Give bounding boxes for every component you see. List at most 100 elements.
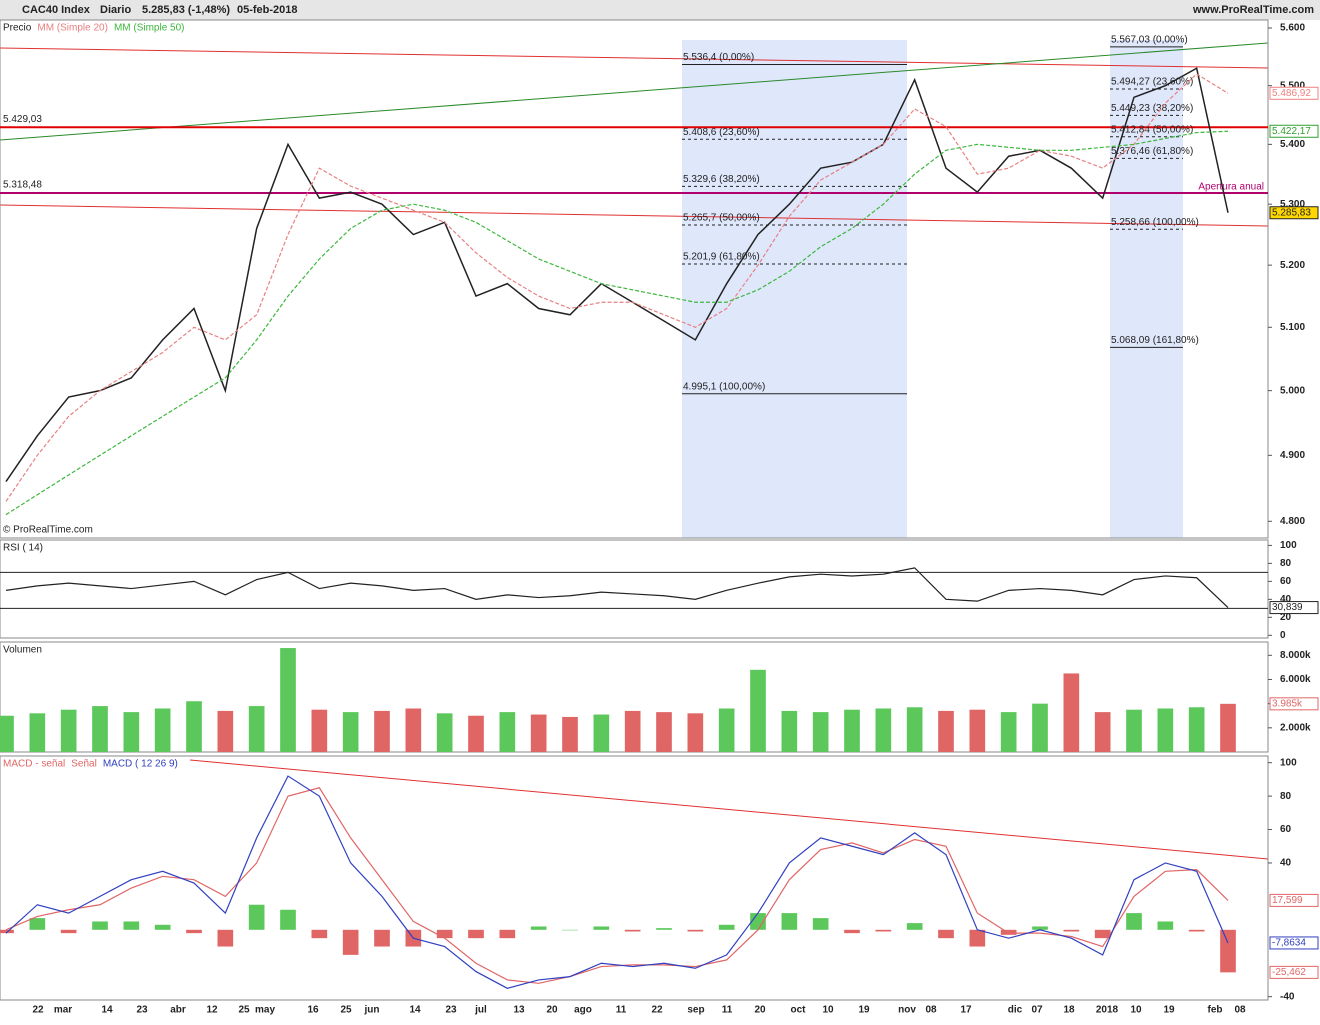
x-tick-label: mar	[54, 1005, 72, 1016]
bar	[1063, 673, 1080, 752]
bar	[812, 712, 829, 752]
y-tick-label: 40	[1280, 594, 1292, 605]
x-tick-label: feb	[1208, 1005, 1223, 1016]
bar	[29, 918, 46, 930]
trend-line	[0, 47, 1269, 69]
bar	[311, 709, 328, 752]
x-tick-label: 22	[32, 1005, 44, 1016]
x-tick-label: 11	[616, 1005, 627, 1016]
bar	[1000, 929, 1017, 935]
x-tick-label: 14	[409, 1005, 421, 1016]
y-tick-label: 60	[1280, 576, 1292, 587]
x-tick-label: 23	[445, 1005, 457, 1016]
x-tick-label: 2018	[1096, 1005, 1119, 1016]
bar	[1157, 708, 1174, 752]
y-tick-label: 5.500	[1280, 80, 1305, 91]
panel	[0, 539, 1269, 639]
series-line	[5, 775, 1229, 989]
x-tick-label: jun	[364, 1005, 380, 1016]
fib-label: 5.567,03 (0,00%)	[1111, 35, 1188, 46]
bar	[60, 709, 77, 752]
legend-entry: MM (Simple 50)	[114, 23, 185, 34]
y-tick-label: -40	[1280, 991, 1295, 1002]
fib-label: 5.258,66 (100,00%)	[1111, 217, 1199, 228]
panel-title: RSI ( 14)	[3, 543, 43, 554]
price-label: -25,462	[1272, 967, 1306, 978]
x-tick-label: 11	[722, 1005, 733, 1016]
x-tick-label: 14	[101, 1005, 113, 1016]
series-line	[5, 67, 1229, 482]
bar	[1220, 703, 1236, 752]
price-label-box	[1269, 697, 1319, 711]
bar	[60, 929, 77, 934]
bar	[1188, 707, 1205, 752]
bar	[844, 709, 860, 752]
bar	[1157, 921, 1174, 930]
bar	[718, 924, 735, 930]
fib-label: 5.068,09 (161,80%)	[1111, 335, 1199, 346]
bar	[374, 710, 390, 752]
price-label-box	[1269, 206, 1319, 220]
y-tick-label: 8.000k	[1280, 650, 1311, 661]
trend-line	[0, 42, 1269, 141]
x-tick-label: 16	[307, 1005, 319, 1016]
price-label: 5.486,92	[1272, 88, 1311, 99]
bar	[1220, 929, 1236, 973]
x-tick-label: 25	[340, 1005, 352, 1016]
price-label-box	[1269, 936, 1319, 950]
bar	[656, 712, 672, 752]
header-bar	[0, 0, 1320, 20]
price-label-box	[1269, 124, 1319, 138]
bar	[906, 923, 923, 930]
fib-label: 5.494,27 (23,60%)	[1111, 77, 1193, 88]
x-tick-label: 12	[206, 1005, 218, 1016]
bar	[624, 710, 641, 752]
x-tick-label: 19	[1163, 1005, 1175, 1016]
legend-entry: Señal	[71, 759, 97, 770]
x-tick-label: nov	[898, 1005, 916, 1016]
bar	[687, 929, 704, 932]
price-label: 30,839	[1272, 602, 1303, 613]
bar	[468, 715, 484, 752]
series-line	[5, 130, 1229, 516]
bar	[1094, 929, 1111, 939]
fib-zone	[682, 40, 907, 538]
bar	[938, 929, 954, 939]
legend-entry: MACD - señal	[3, 759, 65, 770]
price-label-box	[1269, 893, 1319, 907]
bar	[593, 926, 610, 930]
price-label-box	[1269, 86, 1319, 100]
bar	[374, 929, 390, 947]
panel	[0, 19, 1269, 539]
bar	[186, 929, 202, 934]
y-tick-label: 5.300	[1280, 199, 1305, 210]
price-label: 17,599	[1272, 895, 1303, 906]
bar	[1126, 709, 1142, 752]
x-tick-label: 07	[1031, 1005, 1043, 1016]
bar	[750, 669, 766, 752]
x-tick-label: 17	[960, 1005, 972, 1016]
fib-label: 5.329,6 (38,20%)	[683, 174, 760, 185]
bar	[0, 929, 14, 934]
y-tick-label: 60	[1280, 824, 1292, 835]
x-tick-label: jul	[474, 1005, 487, 1016]
x-tick-label: dic	[1008, 1005, 1023, 1016]
fib-label: 5.265,7 (50,00%)	[683, 213, 760, 224]
bar	[781, 913, 798, 930]
bar	[29, 713, 46, 752]
trend-line	[0, 204, 1269, 227]
bar	[875, 708, 892, 752]
instrument: CAC40 Index	[22, 4, 91, 16]
series-line	[5, 567, 1229, 609]
bar	[342, 712, 359, 752]
bar	[186, 701, 202, 752]
x-tick-label: 10	[1130, 1005, 1142, 1016]
bar	[812, 918, 829, 930]
x-tick-label: 20	[546, 1005, 558, 1016]
bar	[530, 926, 547, 930]
x-tick-label: 13	[513, 1005, 525, 1016]
fib-label: 5.376,46 (61,80%)	[1111, 146, 1193, 157]
x-tick-label: 08	[925, 1005, 937, 1016]
